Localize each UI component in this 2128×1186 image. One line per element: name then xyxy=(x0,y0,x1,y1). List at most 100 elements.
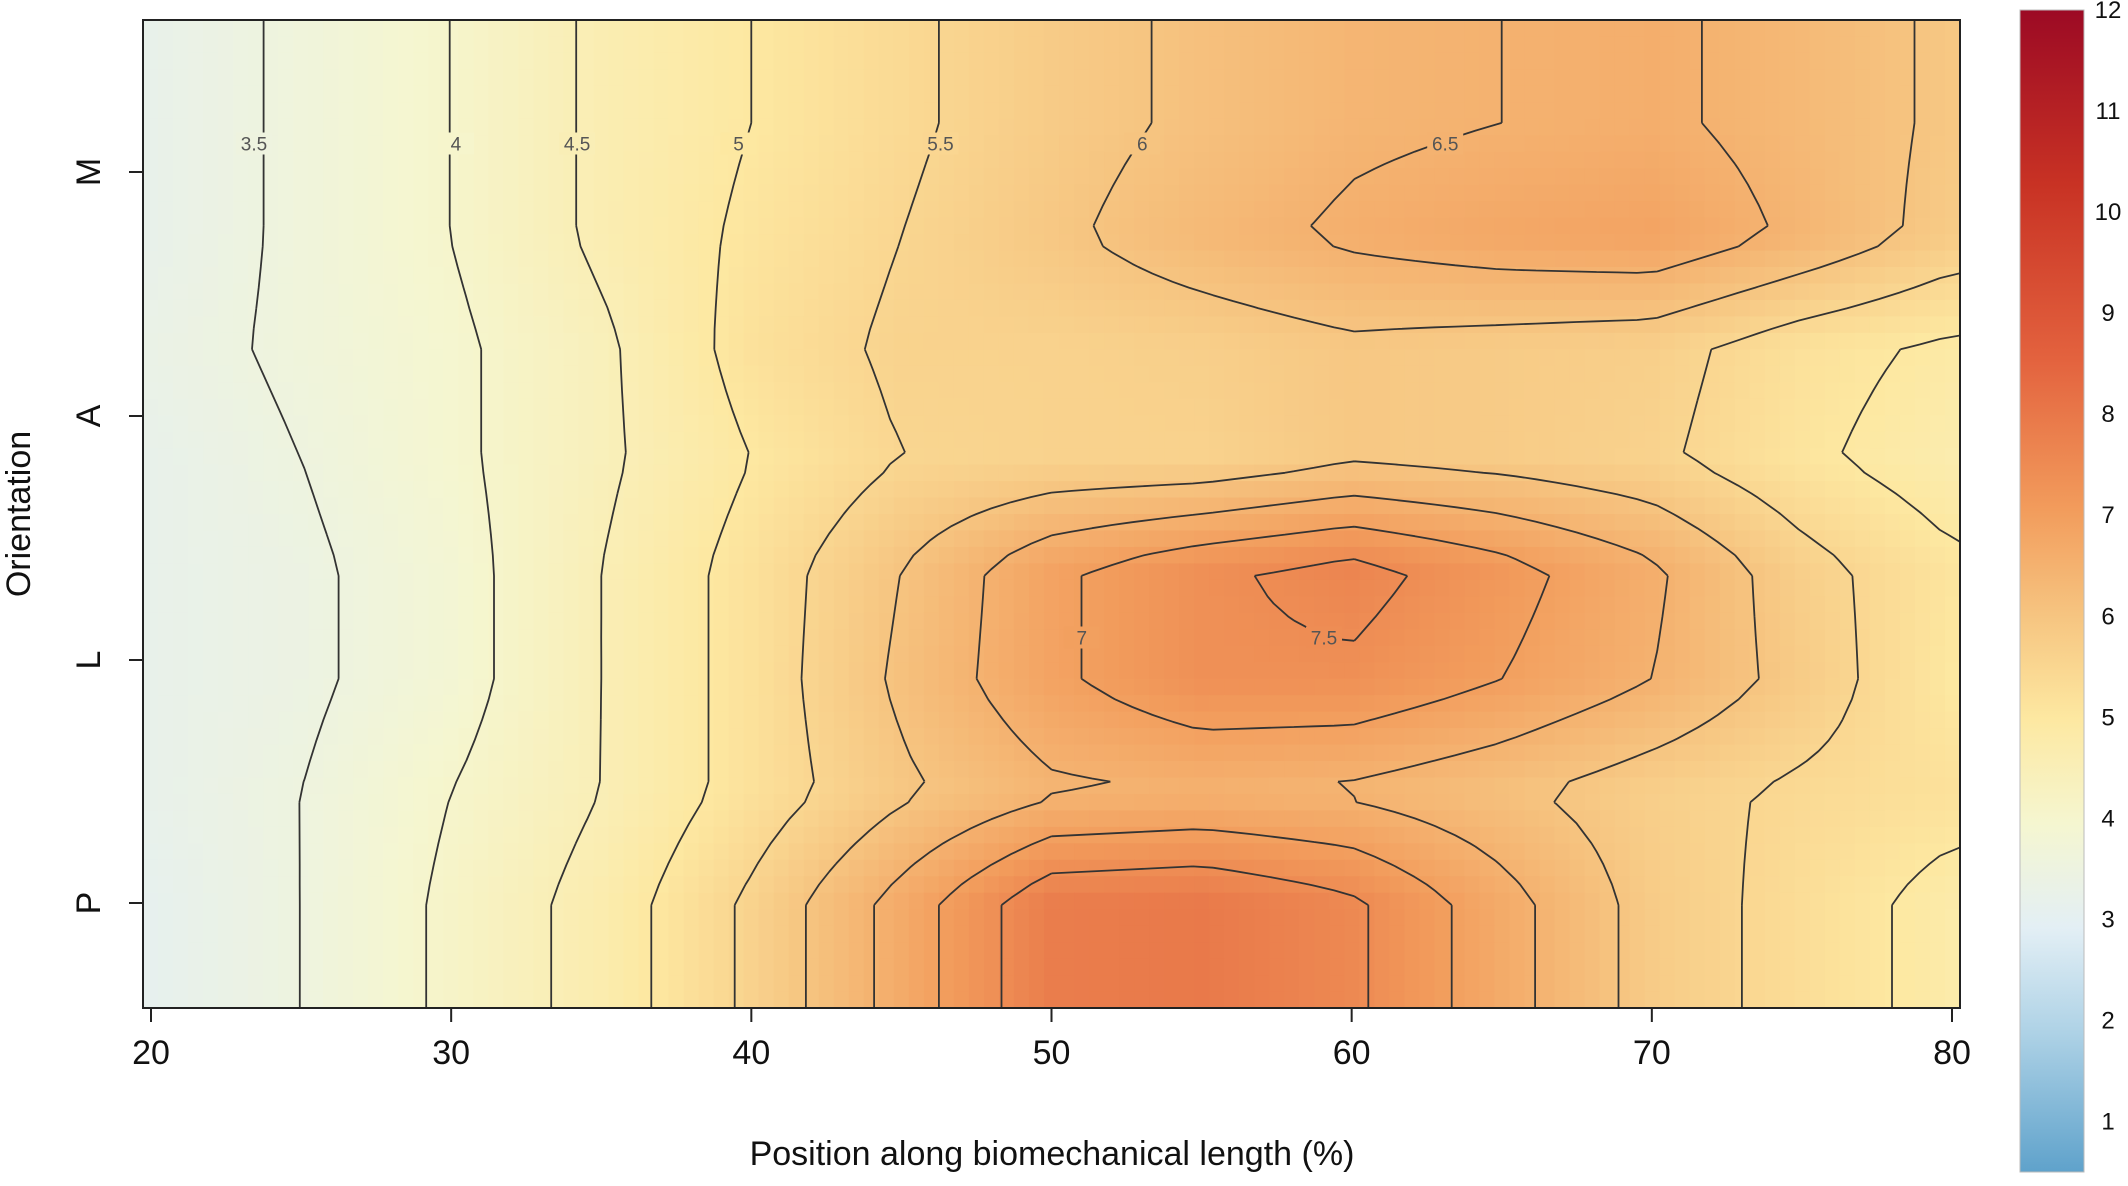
heat-cell xyxy=(818,102,835,120)
heat-cell xyxy=(1164,365,1180,384)
heat-cell xyxy=(983,629,1000,647)
heat-cell xyxy=(1299,151,1316,169)
heat-cell xyxy=(1464,415,1481,433)
heat-cell xyxy=(653,332,670,351)
heat-cell xyxy=(1299,481,1316,499)
heat-cell xyxy=(1089,217,1105,235)
heat-cell xyxy=(1434,530,1451,548)
heat-cell xyxy=(1629,629,1646,647)
heat-cell xyxy=(1314,530,1331,548)
heat-cell xyxy=(1239,596,1256,614)
heat-cell xyxy=(1344,102,1361,120)
heat-cell xyxy=(1194,52,1210,71)
heat-cell xyxy=(953,497,970,515)
heat-cell xyxy=(983,168,1000,186)
heat-cell xyxy=(1209,267,1225,285)
heat-cell xyxy=(1043,678,1060,696)
heat-cell xyxy=(1674,135,1691,153)
heat-cell xyxy=(548,431,565,449)
heat-cell xyxy=(1644,201,1661,219)
heat-cell xyxy=(1674,299,1691,318)
heat-cell xyxy=(1254,546,1271,565)
heat-cell xyxy=(1539,151,1556,169)
heat-cell xyxy=(1554,579,1571,598)
heat-cell xyxy=(1374,299,1391,318)
heat-cell xyxy=(1284,217,1301,235)
heat-cell xyxy=(968,283,985,301)
heat-cell xyxy=(1659,365,1676,384)
heat-cell xyxy=(848,135,865,153)
heat-cell xyxy=(218,530,234,548)
heat-cell xyxy=(653,234,670,252)
heat-cell xyxy=(143,464,159,482)
heat-cell xyxy=(263,612,279,631)
heat-cell xyxy=(1104,365,1120,384)
heat-cell xyxy=(173,579,189,598)
heat-cell xyxy=(1389,36,1406,54)
heat-cell xyxy=(1569,20,1586,38)
heat-cell xyxy=(1554,629,1571,647)
heat-cell xyxy=(1119,431,1135,449)
heat-cell xyxy=(1179,168,1195,186)
heat-cell xyxy=(503,579,520,598)
heat-cell xyxy=(1194,563,1210,581)
heat-cell xyxy=(983,217,1000,235)
heat-cell xyxy=(1404,135,1421,153)
heat-cell xyxy=(1149,168,1165,186)
heat-cell xyxy=(1629,415,1646,433)
heat-cell xyxy=(488,69,505,87)
heat-cell xyxy=(1689,102,1706,120)
heat-cell xyxy=(218,612,234,631)
heat-cell xyxy=(1299,431,1316,449)
heat-cell xyxy=(1704,217,1721,235)
heat-cell xyxy=(638,118,655,137)
heat-cell xyxy=(158,695,174,713)
heat-cell xyxy=(518,695,535,713)
heat-cell xyxy=(1629,678,1646,696)
heat-cell xyxy=(713,250,730,268)
heat-cell xyxy=(1043,299,1060,318)
heat-cell xyxy=(143,382,159,400)
heat-cell xyxy=(293,398,309,416)
heat-cell xyxy=(1074,464,1090,482)
heat-cell xyxy=(758,514,775,532)
heat-cell xyxy=(1929,678,1946,696)
heat-cell xyxy=(338,151,355,169)
heat-cell xyxy=(1854,579,1871,598)
heat-cell xyxy=(788,151,805,169)
heat-cell xyxy=(863,69,880,87)
heat-cell xyxy=(1749,678,1766,696)
heat-cell xyxy=(473,102,490,120)
heat-cell xyxy=(1119,645,1135,663)
heat-cell xyxy=(1194,612,1210,631)
heat-cell xyxy=(803,316,820,334)
heat-cell xyxy=(1644,563,1661,581)
heat-cell xyxy=(848,283,865,301)
heat-cell xyxy=(623,415,640,433)
heat-cell xyxy=(1404,497,1421,515)
heat-cell xyxy=(323,678,340,696)
heat-cell xyxy=(1028,514,1045,532)
heat-cell xyxy=(1464,563,1481,581)
heat-cell xyxy=(263,349,279,367)
heat-cell xyxy=(203,497,219,515)
heat-cell xyxy=(1209,20,1225,38)
heat-cell xyxy=(1944,168,1960,186)
heat-cell xyxy=(1269,332,1286,351)
heat-cell xyxy=(818,283,835,301)
heat-cell xyxy=(998,629,1015,647)
heat-cell xyxy=(923,85,940,104)
heat-cell xyxy=(158,382,174,400)
heat-cell xyxy=(1374,135,1391,153)
heat-cell xyxy=(263,448,279,466)
heat-cell xyxy=(1689,497,1706,515)
heat-cell xyxy=(1449,662,1466,680)
heat-cell xyxy=(533,431,550,449)
heat-cell xyxy=(1134,514,1150,532)
heat-cell xyxy=(1929,514,1946,532)
heat-cell xyxy=(443,431,460,449)
heat-cell xyxy=(578,267,595,285)
heat-cell xyxy=(1028,102,1045,120)
heat-cell xyxy=(953,234,970,252)
heat-cell xyxy=(1614,382,1631,400)
